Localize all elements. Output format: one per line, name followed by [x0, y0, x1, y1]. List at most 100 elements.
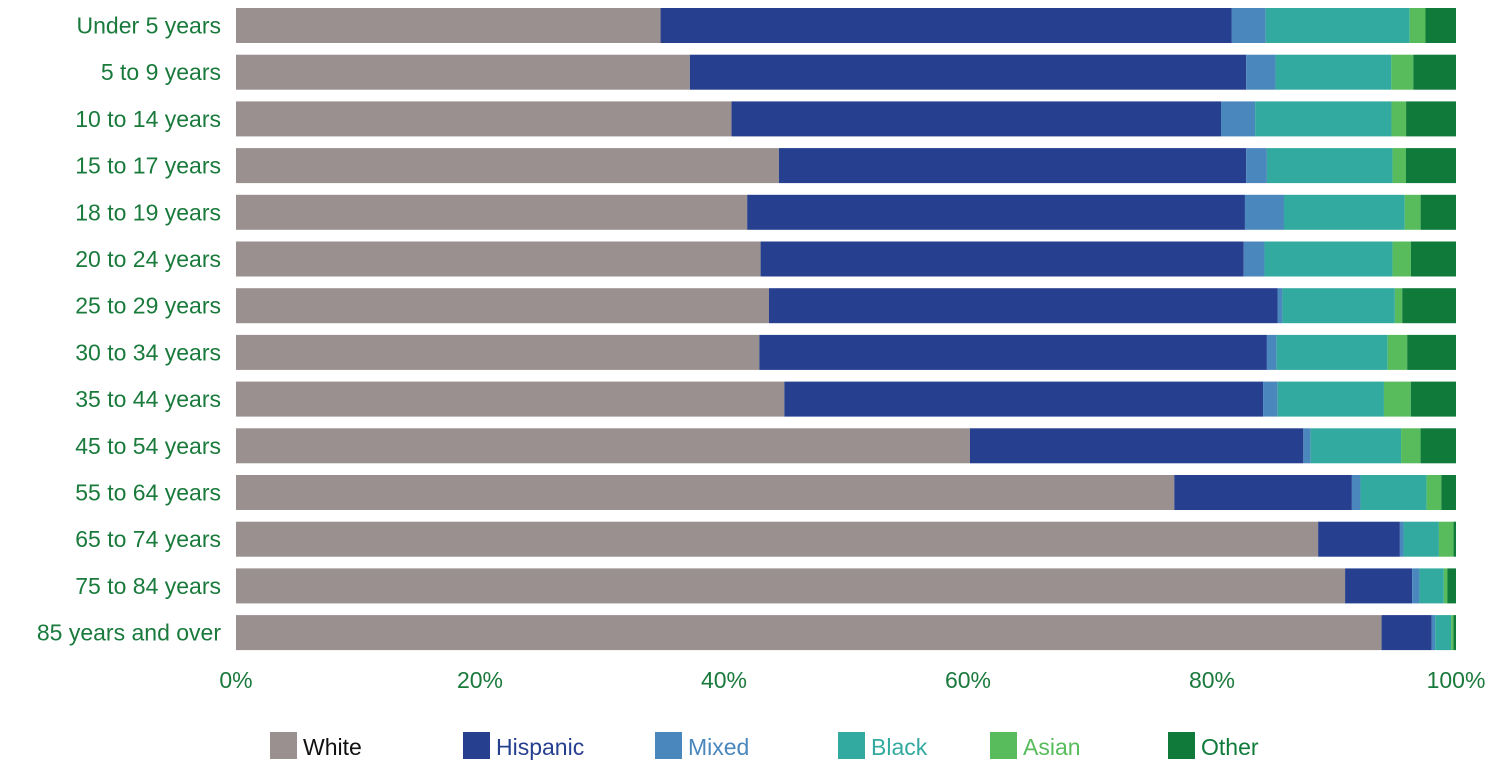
- bar-segment-asian: [1392, 148, 1406, 184]
- category-label: 5 to 9 years: [101, 59, 221, 85]
- bar-segment-black: [1360, 475, 1427, 510]
- x-tick-label: 0%: [219, 667, 252, 693]
- bar-segment-hispanic: [768, 288, 1278, 324]
- legend-item-other: Other: [1168, 732, 1259, 760]
- bar-segment-hispanic: [969, 428, 1304, 464]
- legend-item-mixed: Mixed: [655, 732, 749, 760]
- legend-item-hispanic: Hispanic: [463, 732, 584, 760]
- category-label: 18 to 19 years: [75, 199, 221, 225]
- bar-segment-other: [1410, 241, 1456, 277]
- bar-segment-asian: [1409, 8, 1426, 43]
- bar-segment-white: [236, 8, 661, 43]
- bar-segment-hispanic: [760, 241, 1244, 277]
- bar-segment-asian: [1383, 381, 1411, 417]
- bar-segment-white: [236, 381, 785, 417]
- bar-segment-asian: [1426, 475, 1442, 510]
- bar-segment-white: [236, 568, 1346, 604]
- category-label: 45 to 54 years: [75, 433, 221, 459]
- bar-segment-mixed: [1351, 475, 1361, 510]
- legend-swatch: [655, 732, 682, 759]
- legend-swatch: [1168, 732, 1195, 759]
- bar-segment-white: [236, 615, 1382, 651]
- bar-segment-other: [1425, 8, 1456, 43]
- bar-segment-hispanic: [784, 381, 1264, 417]
- bar-segment-other: [1453, 615, 1456, 651]
- bar-segment-white: [236, 148, 779, 184]
- x-tick-label: 100%: [1427, 667, 1486, 693]
- bar-segment-black: [1255, 101, 1392, 137]
- bar-segment-hispanic: [731, 101, 1222, 137]
- legend-label: Other: [1201, 734, 1259, 760]
- bar-segment-mixed: [1246, 148, 1267, 184]
- bar-segment-mixed: [1231, 8, 1266, 43]
- legend-swatch: [463, 732, 490, 759]
- category-label: 10 to 14 years: [75, 106, 221, 132]
- x-tick-label: 40%: [701, 667, 747, 693]
- category-label: 75 to 84 years: [75, 573, 221, 599]
- category-label: 30 to 34 years: [75, 339, 221, 365]
- bar-segment-asian: [1401, 428, 1421, 464]
- bar-segment-mixed: [1243, 241, 1265, 277]
- bar-segment-black: [1275, 54, 1392, 90]
- bar-segment-mixed: [1303, 428, 1311, 464]
- bar-segment-black: [1419, 568, 1444, 604]
- legend-label: White: [303, 734, 362, 760]
- bar-segment-white: [236, 54, 690, 90]
- bar-segment-asian: [1394, 288, 1403, 324]
- bar-segment-other: [1405, 148, 1456, 184]
- x-tick-label: 80%: [1189, 667, 1235, 693]
- bar-segment-asian: [1438, 521, 1454, 557]
- category-labels: Under 5 years 5 to 9 years 10 to 14 years 1…: [37, 13, 221, 646]
- bar-segment-hispanic: [759, 334, 1267, 370]
- bar-segment-other: [1441, 475, 1456, 510]
- bar-segment-black: [1277, 381, 1384, 417]
- bar-segment-black: [1276, 334, 1388, 370]
- legend-label: Mixed: [688, 734, 749, 760]
- bar-segment-white: [236, 334, 760, 370]
- bar-segment-mixed: [1412, 568, 1420, 604]
- x-tick-label: 20%: [457, 667, 503, 693]
- bar-segment-asian: [1451, 615, 1454, 651]
- bar-segment-asian: [1387, 334, 1408, 370]
- bar-segment-black: [1310, 428, 1402, 464]
- bar-segment-black: [1282, 288, 1395, 324]
- bar-segment-mixed: [1244, 194, 1284, 230]
- bar-segment-asian: [1391, 54, 1414, 90]
- bar-segment-hispanic: [778, 148, 1247, 184]
- legend-item-black: Black: [838, 732, 928, 760]
- bar-segment-black: [1435, 615, 1452, 651]
- bar-segment-mixed: [1266, 334, 1277, 370]
- legend-label: Asian: [1023, 734, 1081, 760]
- bar-segment-white: [236, 521, 1319, 557]
- bar-segment-mixed: [1399, 521, 1404, 557]
- bar-segment-white: [236, 288, 769, 324]
- bar-segment-other: [1420, 194, 1456, 230]
- bar-segment-white: [236, 428, 970, 464]
- bar-segment-other: [1406, 101, 1456, 137]
- category-label: 85 years and over: [37, 620, 221, 646]
- category-label: 55 to 64 years: [75, 480, 221, 506]
- bar-segment-black: [1264, 241, 1393, 277]
- x-axis-ticks: 0% 20% 40% 60% 80% 100%: [219, 667, 1485, 693]
- bar-segment-mixed: [1221, 101, 1256, 137]
- bar-segment-asian: [1392, 241, 1411, 277]
- bar-segment-hispanic: [1318, 521, 1400, 557]
- bar-segment-asian: [1391, 101, 1407, 137]
- category-label: 20 to 24 years: [75, 246, 221, 272]
- bar-segment-white: [236, 475, 1175, 510]
- bar-segment-mixed: [1277, 288, 1283, 324]
- bar-segment-other: [1407, 334, 1456, 370]
- legend-swatch: [838, 732, 865, 759]
- bar-segment-hispanic: [1174, 475, 1352, 510]
- legend: White Hispanic Mixed Black Asian Other: [270, 732, 1259, 760]
- bar-segment-mixed: [1431, 615, 1436, 651]
- bar-segment-hispanic: [1381, 615, 1432, 651]
- bar-segment-hispanic: [689, 54, 1247, 90]
- bar-segment-other: [1453, 521, 1456, 557]
- bar-segment-hispanic: [1345, 568, 1413, 604]
- category-label: Under 5 years: [77, 13, 221, 39]
- category-label: 65 to 74 years: [75, 526, 221, 552]
- bar-segment-white: [236, 101, 732, 137]
